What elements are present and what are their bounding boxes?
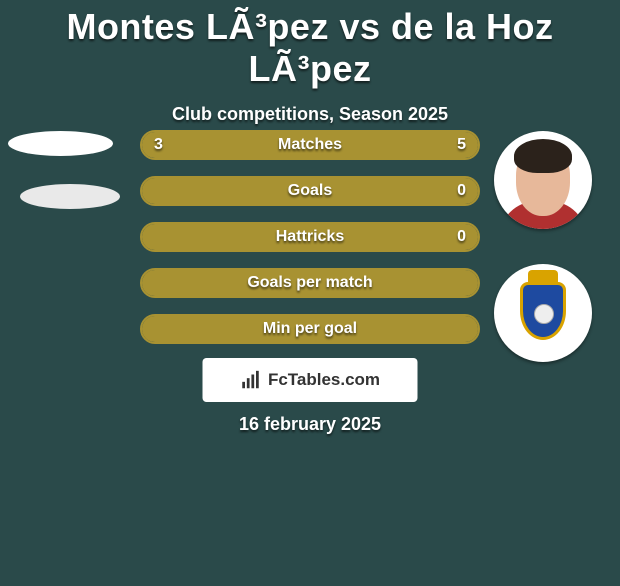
chart-icon bbox=[240, 369, 262, 391]
brand-text: FcTables.com bbox=[268, 370, 380, 390]
stat-bar: Goals 0 bbox=[140, 176, 480, 206]
stat-value-right: 0 bbox=[457, 178, 466, 204]
player-right-avatar bbox=[494, 131, 592, 229]
stat-label: Min per goal bbox=[142, 316, 478, 342]
brand-badge: FcTables.com bbox=[203, 358, 418, 402]
page-subtitle: Club competitions, Season 2025 bbox=[0, 104, 620, 125]
player-left-avatar bbox=[8, 131, 113, 156]
stat-label: Goals per match bbox=[142, 270, 478, 296]
stat-label: Goals bbox=[142, 178, 478, 204]
stat-bar: Hattricks 0 bbox=[140, 222, 480, 252]
stat-bar: Min per goal bbox=[140, 314, 480, 344]
stat-bar: Goals per match bbox=[140, 268, 480, 298]
stat-bar: 3 Matches 5 bbox=[140, 130, 480, 160]
stat-label: Hattricks bbox=[142, 224, 478, 250]
stat-value-right: 5 bbox=[457, 132, 466, 158]
player-left-club-badge bbox=[20, 184, 120, 209]
player-right-club-badge bbox=[494, 264, 592, 362]
page-title: Montes LÃ³pez vs de la Hoz LÃ³pez bbox=[0, 6, 620, 90]
stat-label: Matches bbox=[142, 132, 478, 158]
stat-value-right: 0 bbox=[457, 224, 466, 250]
comparison-bars: 3 Matches 5 Goals 0 Hattricks 0 Goals pe… bbox=[140, 130, 480, 360]
date-text: 16 february 2025 bbox=[0, 414, 620, 435]
